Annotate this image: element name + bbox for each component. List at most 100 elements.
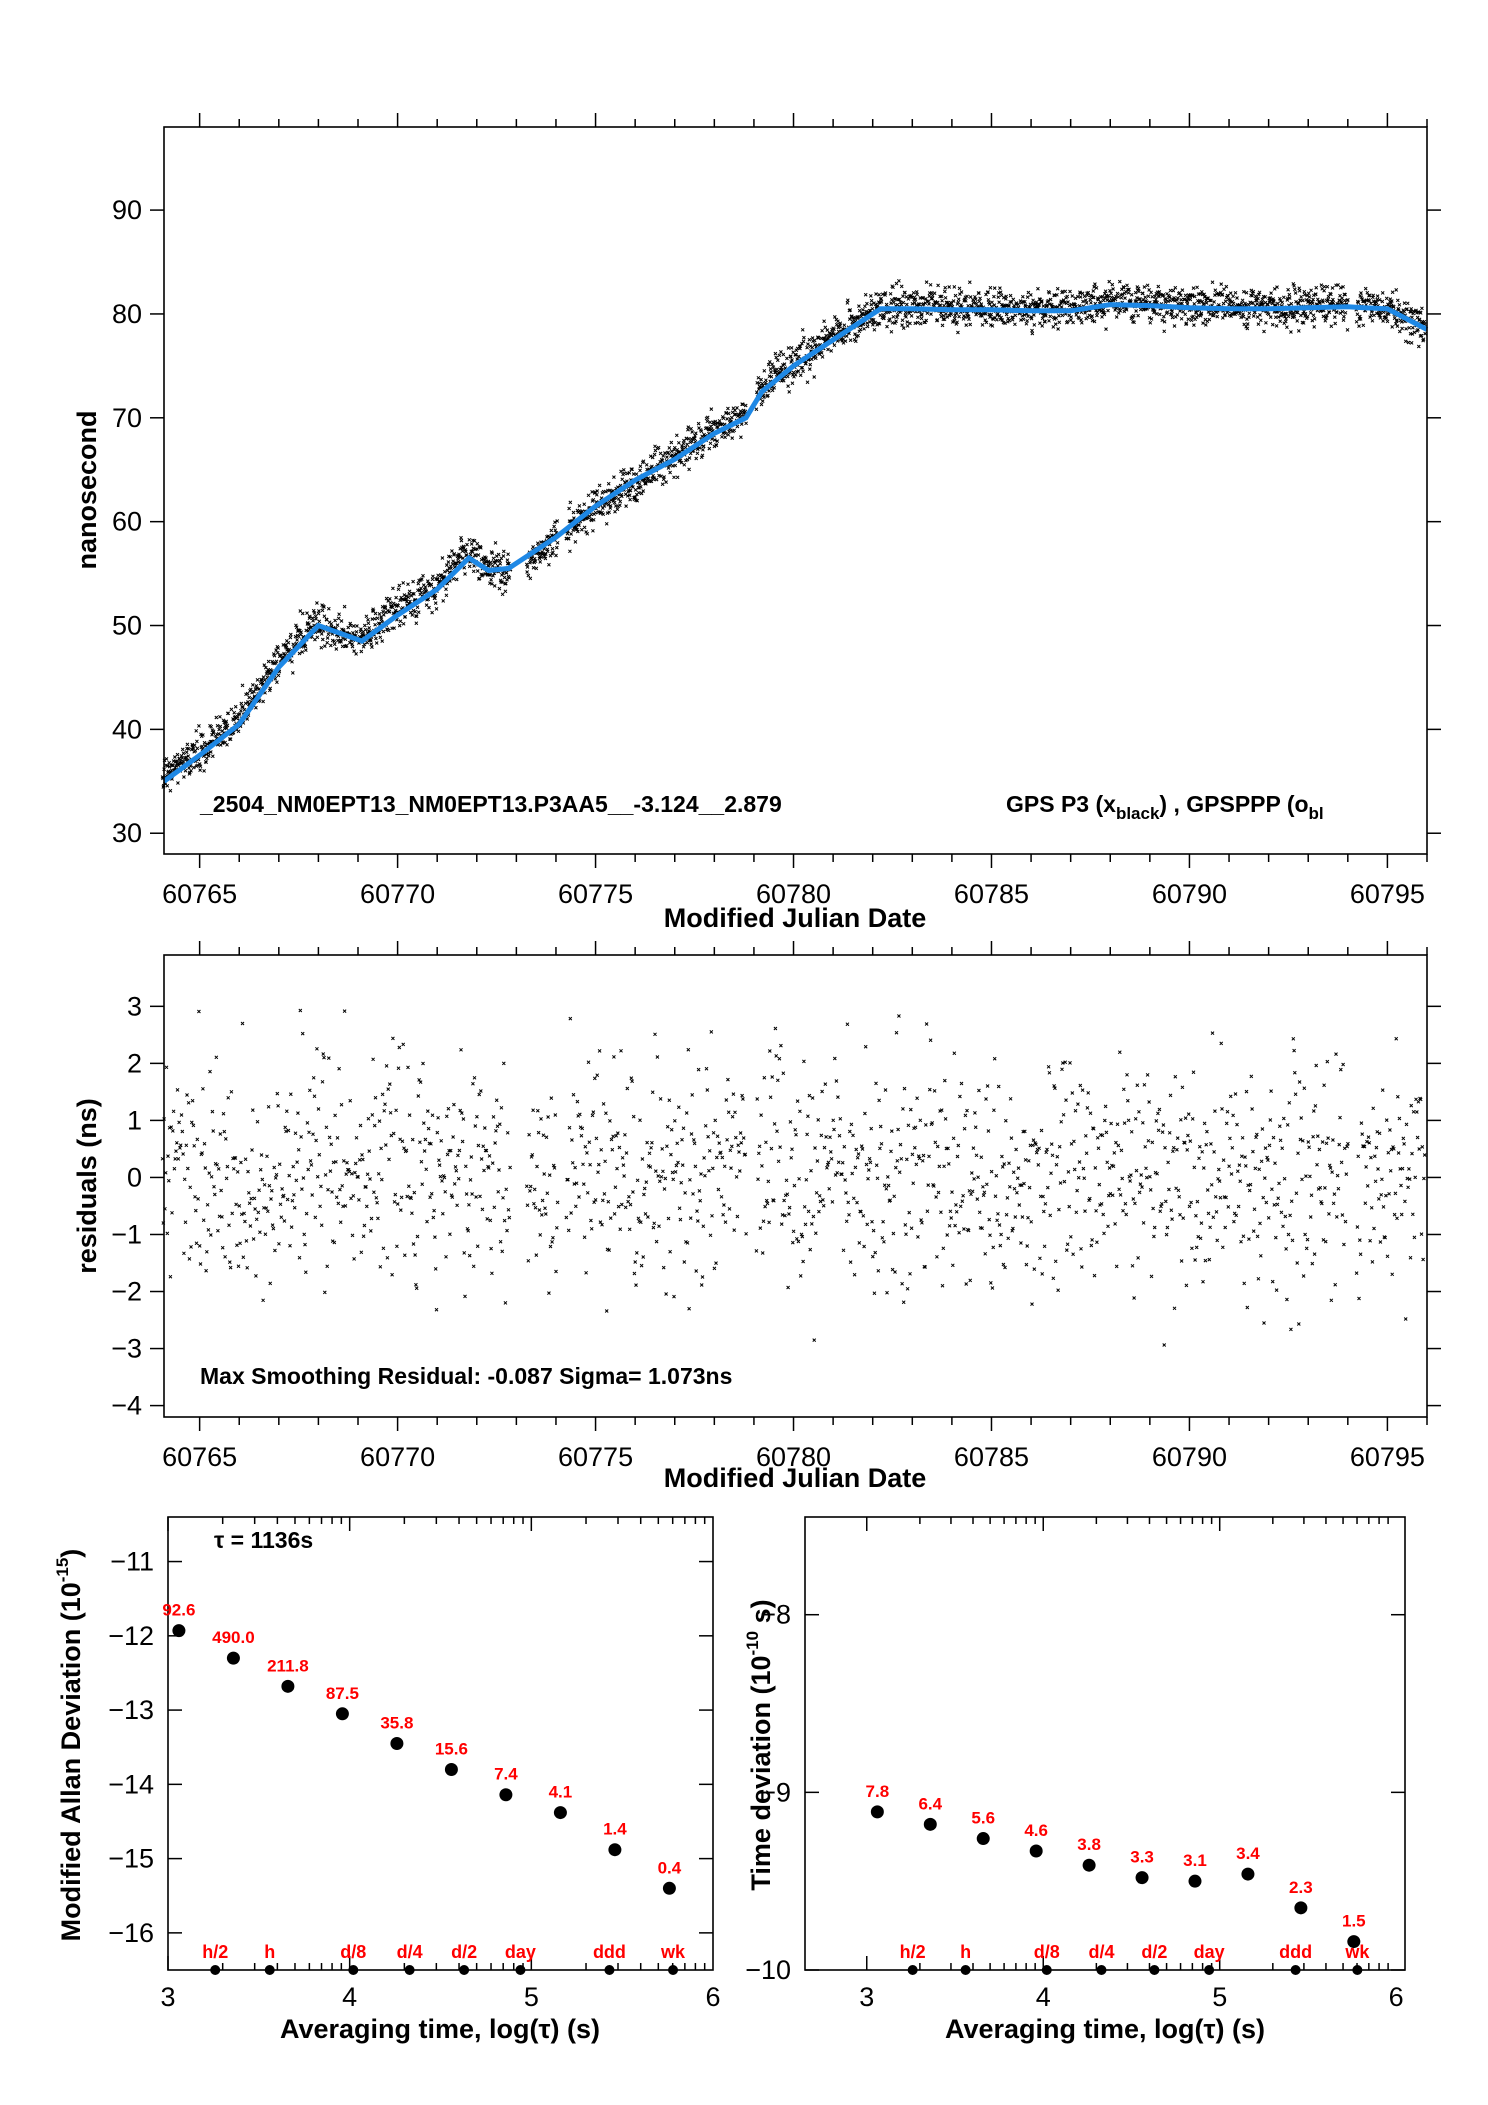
raw-point [673, 463, 678, 468]
residual-point [1388, 1168, 1393, 1173]
raw-point [956, 330, 960, 335]
residual-point [1051, 1276, 1056, 1281]
raw-point [426, 581, 431, 586]
residual-point [916, 1154, 921, 1158]
raw-point [1367, 293, 1372, 298]
raw-point [701, 444, 706, 449]
residual-point [1387, 1191, 1391, 1196]
residual-point [304, 1211, 309, 1216]
residual-point [718, 1150, 723, 1155]
residual-point [900, 1281, 904, 1286]
residual-point [1126, 1118, 1131, 1123]
residual-point [262, 1182, 267, 1187]
raw-point [665, 455, 669, 459]
raw-point [996, 295, 1001, 299]
raw-point [1103, 289, 1108, 294]
raw-point [195, 746, 200, 751]
raw-point [317, 609, 321, 613]
raw-point [1272, 299, 1276, 304]
residual-point [815, 1159, 820, 1163]
raw-point [1223, 299, 1228, 304]
raw-point [1048, 314, 1053, 319]
raw-point [1303, 311, 1308, 316]
raw-point [800, 365, 805, 370]
residual-point [1071, 1252, 1075, 1257]
residual-point [1094, 1208, 1098, 1213]
residual-point [787, 1205, 792, 1210]
residual-point [1210, 1031, 1215, 1035]
raw-point [744, 421, 748, 426]
residual-point [697, 1189, 702, 1193]
raw-point [1287, 292, 1292, 297]
raw-point [1371, 299, 1376, 304]
raw-point [504, 570, 509, 575]
raw-point [1340, 309, 1345, 314]
residual-point [891, 1231, 896, 1236]
residual-point [1260, 1127, 1265, 1131]
residual-point [1076, 1102, 1080, 1106]
residual-point [383, 1102, 387, 1107]
raw-point [865, 301, 869, 306]
raw-point [910, 301, 915, 306]
x-tick-label: 60780 [756, 879, 831, 909]
raw-point [1247, 315, 1251, 320]
residual-point [577, 1195, 581, 1199]
raw-point [1402, 301, 1407, 305]
residual-point [993, 1194, 998, 1199]
residual-point [170, 1129, 175, 1133]
residual-point [1294, 1191, 1299, 1196]
residual-point [1413, 1175, 1418, 1180]
residual-point [706, 1134, 710, 1139]
residual-point [292, 1205, 297, 1210]
raw-point [335, 623, 340, 627]
residual-point [538, 1233, 543, 1237]
residual-point [807, 1093, 812, 1098]
raw-point [1312, 317, 1317, 321]
raw-point [1056, 327, 1060, 331]
residual-point [1243, 1155, 1247, 1159]
deviation-point [390, 1737, 404, 1750]
raw-point [1247, 311, 1252, 316]
residual-point [1422, 1176, 1426, 1181]
raw-point [1100, 294, 1105, 299]
raw-point [990, 324, 995, 328]
residual-point [494, 1098, 499, 1103]
raw-point [997, 300, 1001, 305]
residual-point [498, 1239, 503, 1244]
raw-point [1135, 295, 1139, 300]
residual-point [661, 1265, 666, 1270]
raw-point [239, 708, 243, 713]
residual-point [1171, 1149, 1175, 1154]
residual-point [376, 1216, 380, 1221]
raw-point [629, 467, 634, 472]
raw-point [463, 549, 468, 554]
raw-point [311, 608, 316, 613]
raw-point [326, 606, 331, 611]
residual-point [442, 1175, 447, 1180]
residual-point [545, 1191, 550, 1196]
residual-point [468, 1178, 473, 1182]
raw-point [1040, 324, 1045, 328]
residual-point [869, 1126, 874, 1131]
residual-point [574, 1181, 579, 1186]
raw-point [170, 762, 175, 767]
raw-point [1204, 301, 1209, 305]
residual-point [289, 1225, 294, 1229]
residual-point [926, 1183, 931, 1187]
x-tick-label: 60795 [1350, 1442, 1425, 1472]
residual-point [791, 1229, 796, 1234]
raw-point [1342, 314, 1346, 319]
residual-point [680, 1163, 685, 1167]
raw-point [355, 624, 359, 628]
raw-point [352, 649, 356, 653]
residual-point [950, 1190, 954, 1194]
raw-point [568, 549, 572, 554]
raw-point [501, 549, 506, 554]
residual-point [652, 1221, 657, 1226]
residual-point [907, 1210, 912, 1215]
residual-point [1201, 1279, 1205, 1284]
residual-point [928, 1038, 933, 1043]
residual-point [1178, 1117, 1183, 1122]
y-tick-label: 1 [127, 1105, 142, 1135]
residual-point [1195, 1199, 1200, 1204]
